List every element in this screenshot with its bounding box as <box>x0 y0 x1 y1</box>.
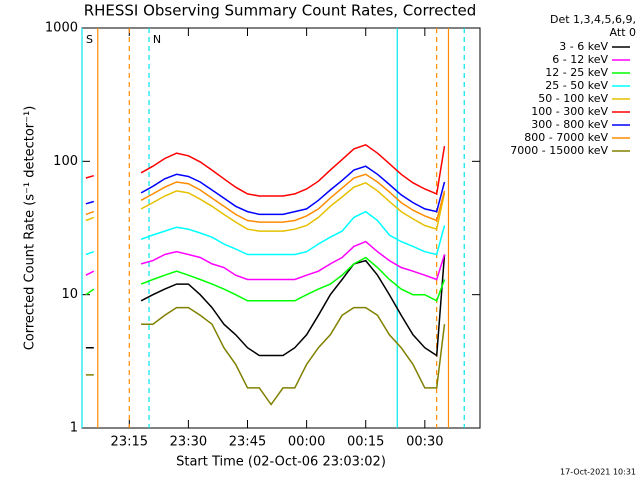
series-line <box>85 173 446 223</box>
legend-label: 6 - 12 keV <box>552 53 608 66</box>
legend-title: Det 1,3,4,5,6,9, <box>550 13 636 26</box>
x-tick-label: 00:15 <box>347 435 384 450</box>
legend-label: 300 - 800 keV <box>531 118 608 131</box>
legend-label: 800 - 7000 keV <box>524 131 608 144</box>
y-tick-label: 1 <box>70 421 78 436</box>
x-tick-label: 23:15 <box>111 435 148 450</box>
legend-label: 25 - 50 keV <box>545 79 608 92</box>
y-axis-label: Corrected Count Rate (s⁻¹ detector⁻¹) <box>23 106 38 351</box>
series-line <box>85 181 446 232</box>
legend-label: 50 - 100 keV <box>538 92 608 105</box>
series-line <box>85 306 446 406</box>
flag-label: N <box>153 33 161 46</box>
series-line <box>85 143 446 197</box>
series-line <box>85 165 446 216</box>
x-tick-label: 23:30 <box>170 435 207 450</box>
x-axis-label: Start Time (02-Oct-06 23:03:02) <box>176 455 386 470</box>
legend-label: 100 - 300 keV <box>531 105 608 118</box>
x-tick-label: 00:00 <box>288 435 325 450</box>
x-tick-label: 23:45 <box>229 435 266 450</box>
legend-label: 7000 - 15000 keV <box>510 144 608 157</box>
series-line <box>85 240 446 281</box>
chart-title: RHESSI Observing Summary Count Rates, Co… <box>84 2 477 20</box>
series-line <box>85 256 446 302</box>
y-tick-label: 1000 <box>45 21 78 36</box>
flag-label: S <box>86 33 93 46</box>
legend-label: 3 - 6 keV <box>559 40 608 53</box>
series-line <box>85 254 446 357</box>
y-tick-label: 10 <box>61 287 78 302</box>
y-tick-label: 100 <box>53 154 78 169</box>
legend-title: Att 0 <box>610 26 636 39</box>
footer: 17-Oct-2021 10:31 <box>560 468 636 477</box>
legend-label: 12 - 25 keV <box>545 66 608 79</box>
series-line <box>85 210 446 256</box>
x-tick-label: 00:30 <box>406 435 443 450</box>
